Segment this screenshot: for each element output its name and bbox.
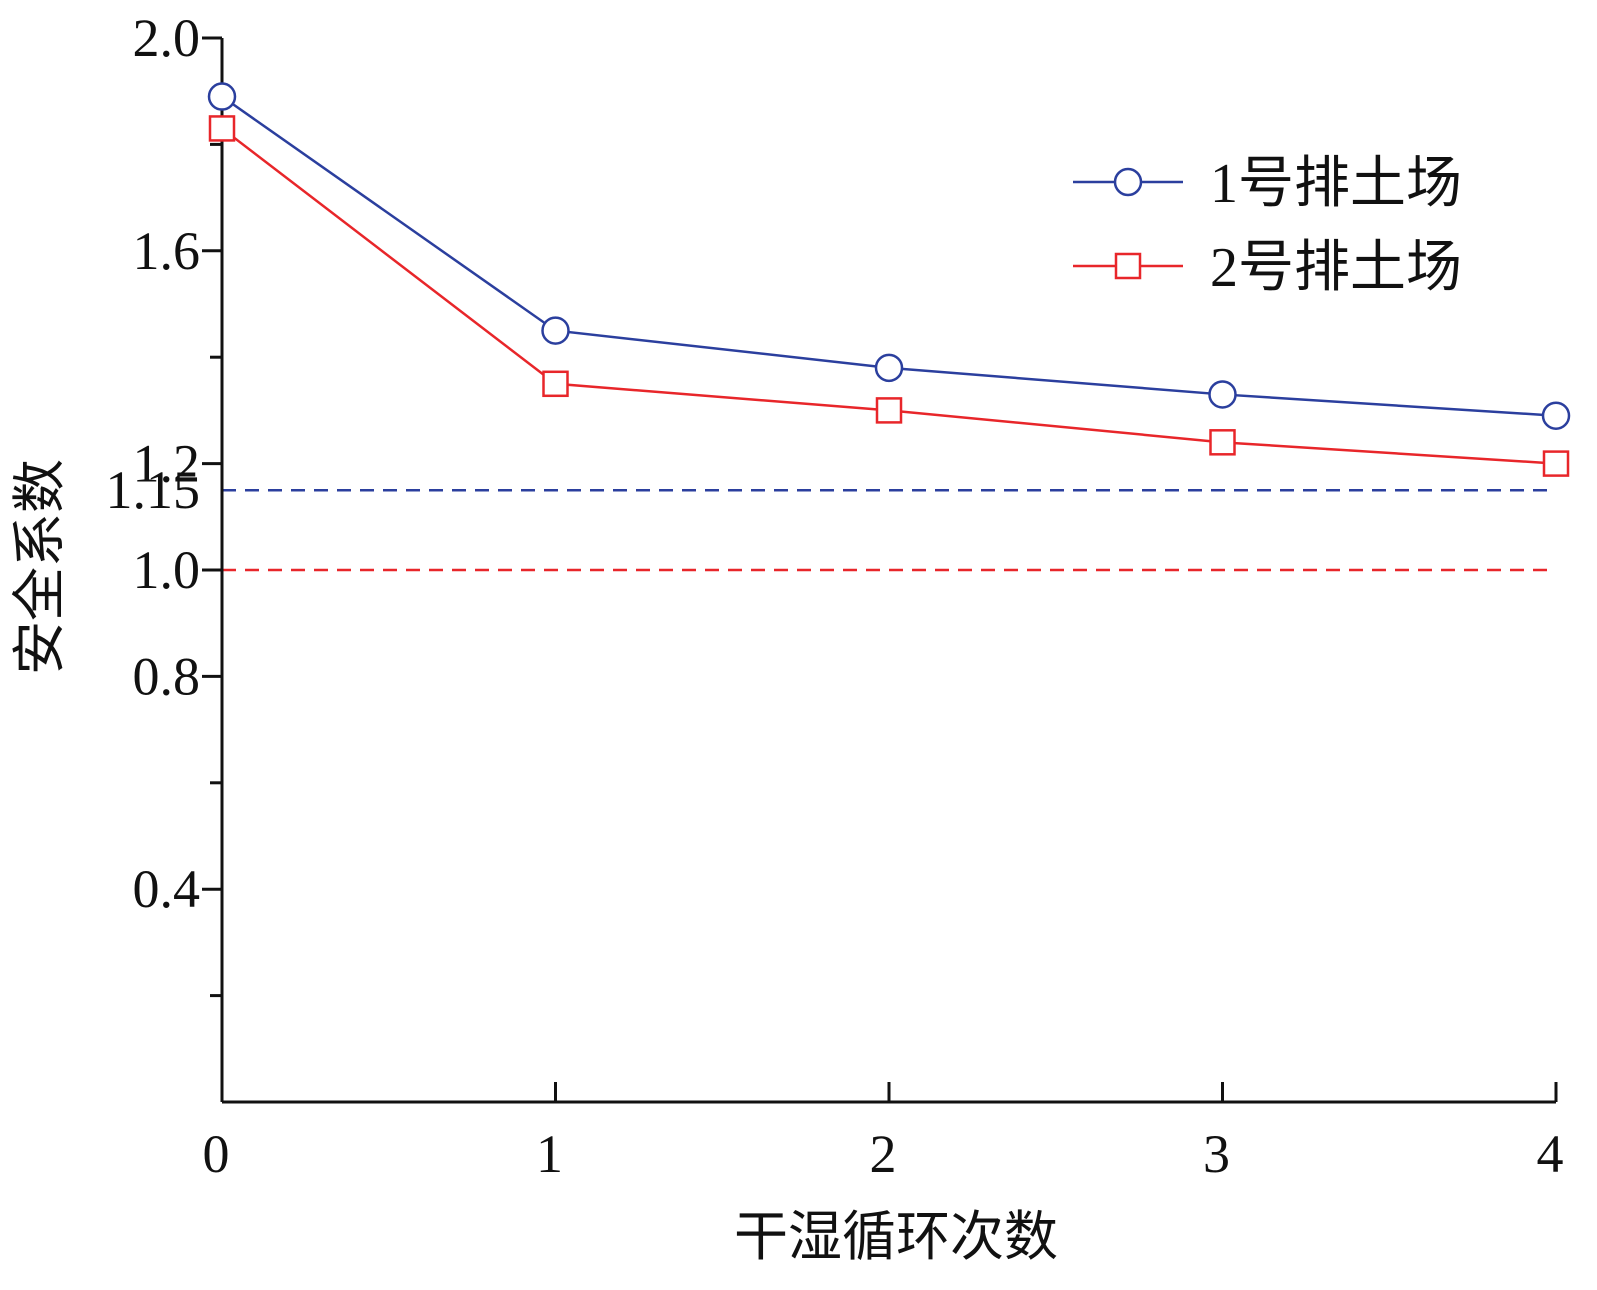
data-point xyxy=(207,82,237,111)
data-point xyxy=(874,353,904,383)
data-point xyxy=(541,316,570,345)
y-tick-label-5: 1.6 xyxy=(133,221,201,281)
legend-item-1: 1号排土场 xyxy=(1073,153,1462,215)
x-tick-label-3: 3 xyxy=(1203,1124,1230,1184)
y-tick-label-0: 0.4 xyxy=(133,859,201,919)
y-tick-label-4: 1.2 xyxy=(133,434,201,494)
legend-label: 2号排土场 xyxy=(1210,237,1462,299)
series-2 xyxy=(208,115,1570,477)
x-tick-label-1: 1 xyxy=(536,1124,563,1184)
legend-label: 1号排土场 xyxy=(1210,153,1462,215)
y-tick-label-2: 1.0 xyxy=(133,540,201,600)
data-point xyxy=(1542,450,1570,477)
data-point xyxy=(1208,380,1237,409)
data-point xyxy=(1541,401,1571,430)
x-axis-label: 干湿循环次数 xyxy=(734,1207,1058,1267)
y-tick-label-6: 2.0 xyxy=(133,8,201,68)
data-point xyxy=(1209,429,1236,456)
x-tick-label-2: 2 xyxy=(870,1124,897,1184)
legend-marker xyxy=(1113,167,1143,197)
series-1 xyxy=(207,82,1571,430)
legend-item-2: 2号排土场 xyxy=(1073,237,1462,299)
data-point xyxy=(542,370,569,398)
series-layer xyxy=(207,82,1571,477)
reference-lines xyxy=(222,488,1556,572)
data-point xyxy=(208,115,236,142)
legend: 1号排土场 2号排土场 xyxy=(1073,153,1462,299)
legend-marker xyxy=(1114,252,1142,280)
axes: 0.4 0.8 1.0 1.151.2 1.6 2.0 0 1 2 3 4 xyxy=(106,8,1564,1184)
y-tick-label-1: 0.8 xyxy=(133,646,201,706)
x-tick-label-4: 4 xyxy=(1537,1124,1564,1184)
y-axis-label: 安全系数 xyxy=(10,459,70,675)
x-tick-label-0: 0 xyxy=(203,1124,230,1184)
data-point xyxy=(875,397,903,424)
y-tick-label-3: 1.15 xyxy=(106,460,201,520)
